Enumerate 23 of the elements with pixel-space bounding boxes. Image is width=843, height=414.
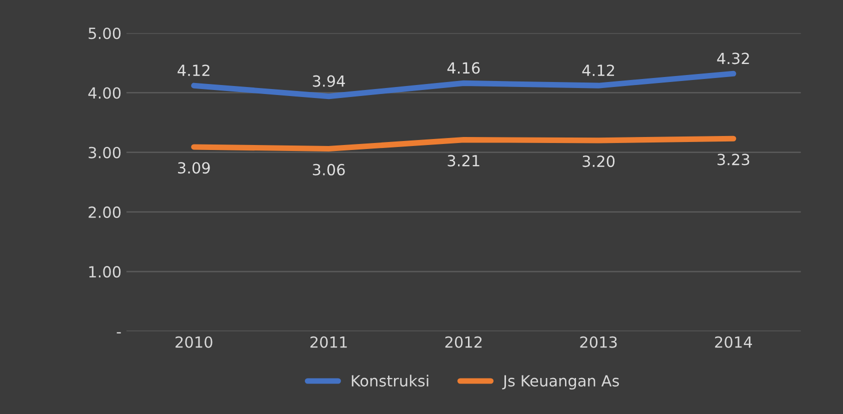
y-tick-label: 2.00	[88, 206, 121, 218]
y-tick-label: 1.00	[89, 266, 121, 278]
data-label: 3.21	[448, 154, 480, 166]
data-label: 3.23	[718, 154, 750, 166]
data-label: 3.94	[312, 75, 345, 87]
x-tick-label: 2011	[310, 336, 347, 348]
legend-label: Js Keuangan As	[502, 375, 619, 390]
x-tick-label: 2014	[715, 336, 752, 348]
x-tick-label: 2010	[176, 336, 212, 348]
data-label: 4.16	[447, 62, 480, 74]
x-tick-label: 2012	[445, 336, 482, 348]
data-label: 3.06	[312, 164, 345, 176]
y-tick-label: 3.00	[88, 146, 121, 158]
data-label: 4.12	[582, 64, 614, 76]
y-tick-label: 4.00	[88, 87, 121, 99]
x-tick-label: 2013	[580, 336, 617, 348]
y-tick-label: -	[116, 332, 121, 334]
data-label: 4.32	[717, 52, 749, 64]
data-label: 3.09	[178, 162, 210, 174]
legend-label: Konstruksi	[352, 374, 428, 387]
y-tick-label: 5.00	[88, 28, 121, 40]
data-label: 4.12	[178, 64, 210, 76]
data-label: 3.20	[582, 156, 615, 168]
